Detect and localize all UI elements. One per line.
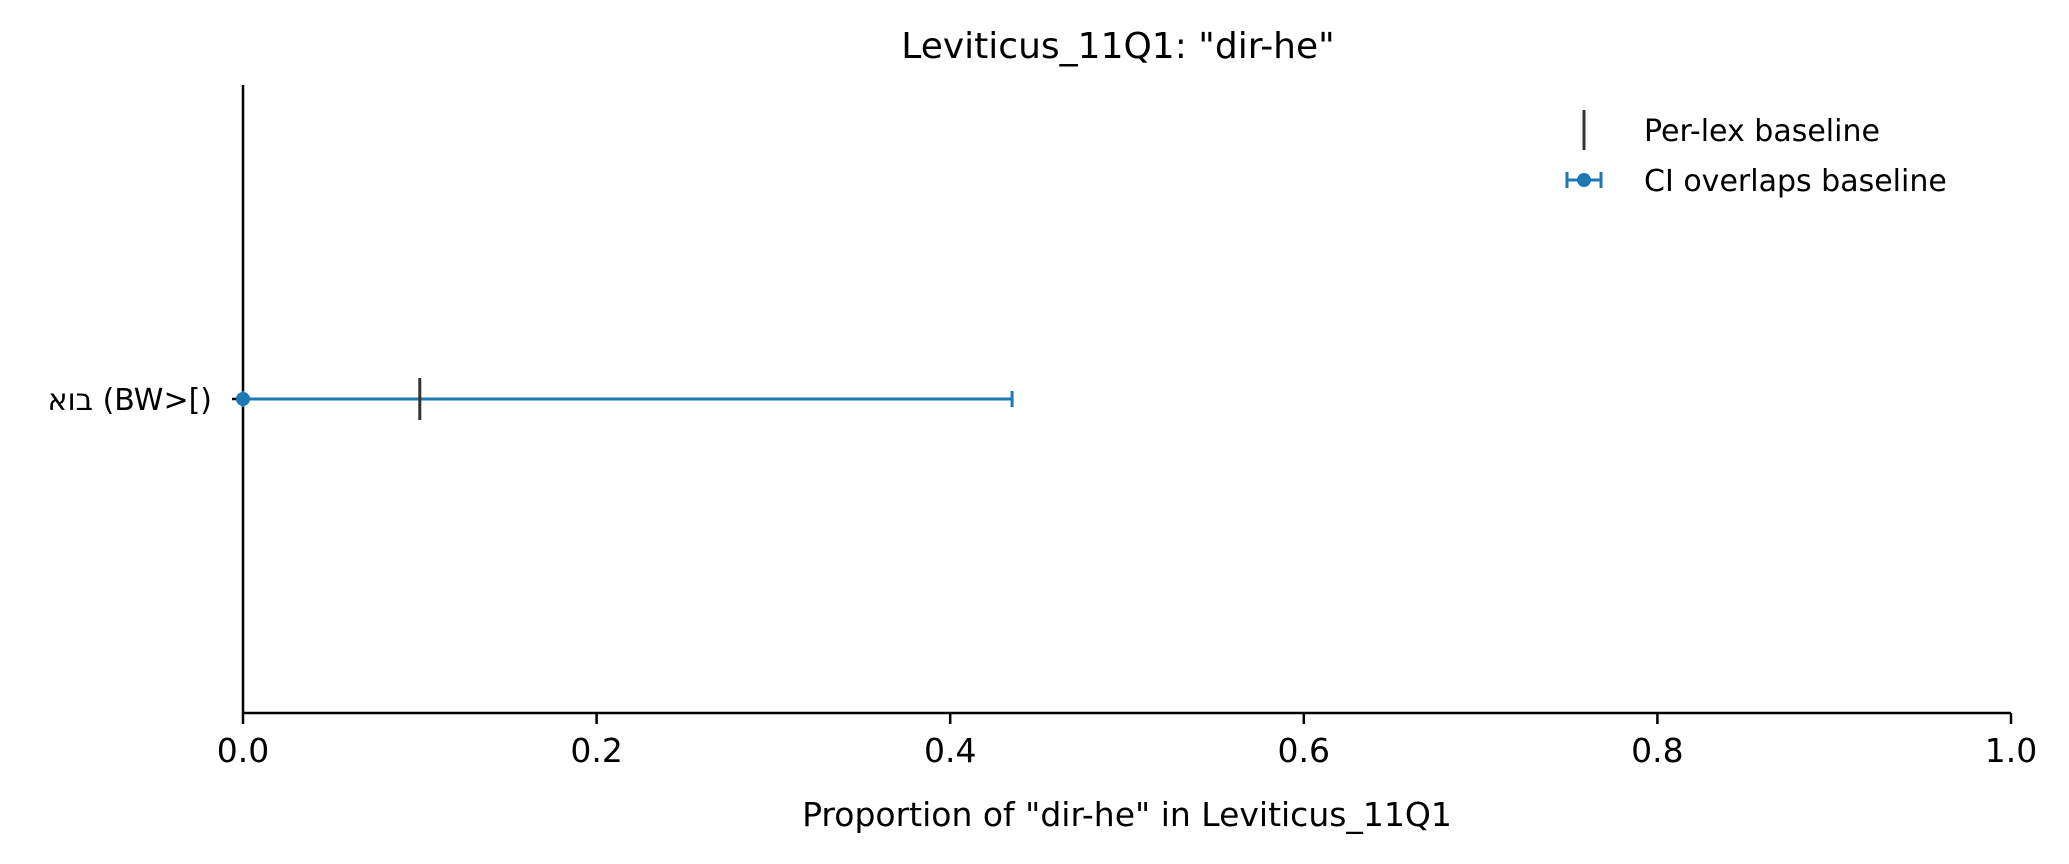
legend-baseline-label: Per-lex baseline (1644, 114, 1880, 149)
x-ticks: 0.0 0.2 0.4 0.6 0.8 1.0 (217, 713, 2037, 770)
legend-ci-marker (1565, 172, 1603, 188)
x-tick-label: 0.8 (1631, 731, 1683, 770)
x-tick-label: 0.0 (217, 731, 269, 770)
chart-title: Leviticus_11Q1: "dir-he" (901, 26, 1334, 67)
legend: Per-lex baseline CI overlaps baseline (1565, 110, 1947, 199)
x-tick-label: 0.2 (570, 731, 622, 770)
y-category-label: בוא (BW>[) (47, 383, 212, 418)
point-estimate (236, 392, 250, 406)
x-tick-label: 1.0 (1985, 731, 2037, 770)
data-marks (236, 378, 1014, 420)
legend-ci-label: CI overlaps baseline (1644, 164, 1947, 199)
x-tick-label: 0.6 (1278, 731, 1330, 770)
x-tick-label: 0.4 (924, 731, 976, 770)
y-ticks: בוא (BW>[) (47, 383, 243, 418)
x-axis-label: Proportion of "dir-he" in Leviticus_11Q1 (802, 795, 1452, 834)
